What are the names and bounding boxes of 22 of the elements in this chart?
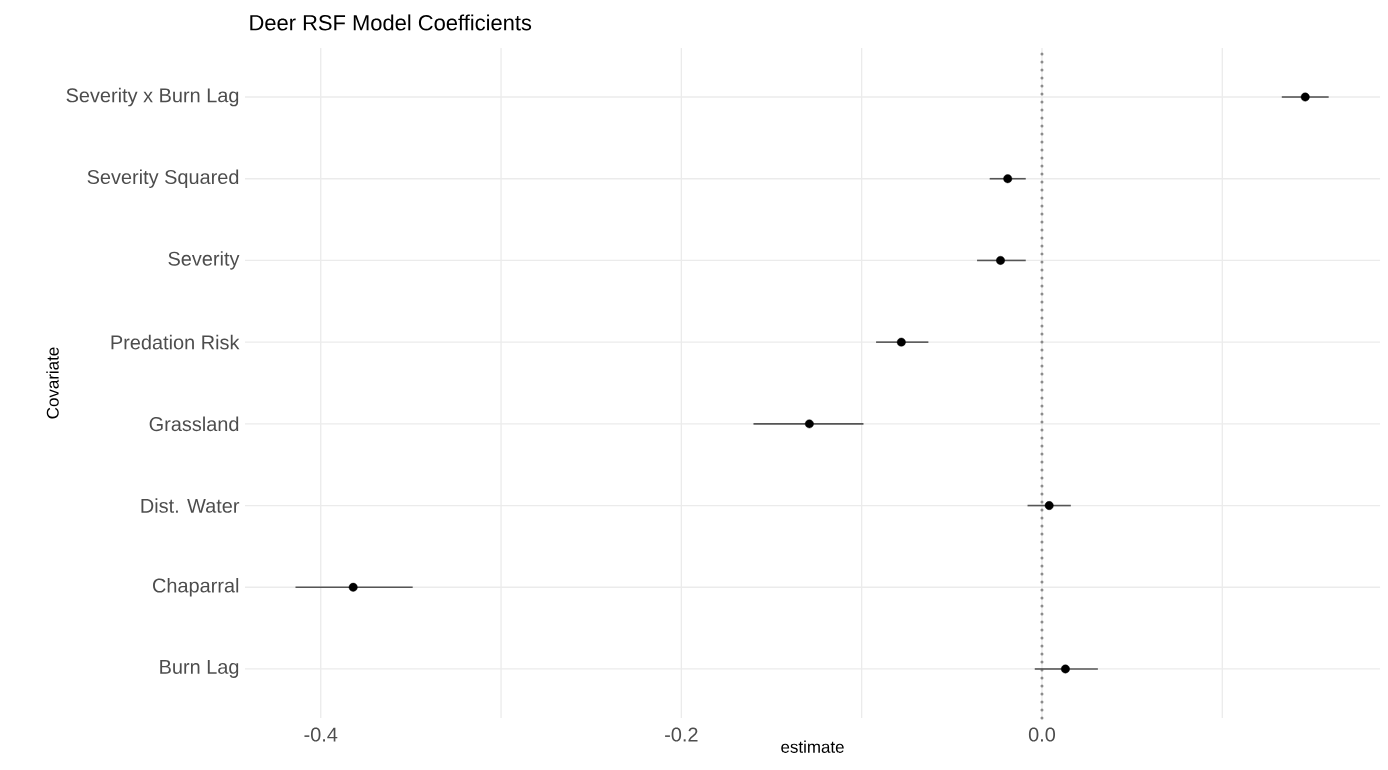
x-tick-label: 0.0	[1028, 727, 1056, 742]
y-tick-label: Grassland	[149, 416, 239, 432]
point	[996, 256, 1005, 265]
point	[1300, 92, 1310, 102]
chart-title: Deer RSF Model Coefficients	[250, 14, 532, 31]
y-tick-label: Severity Squared	[87, 169, 239, 189]
y-tick-label: Dist. Water	[141, 498, 240, 513]
point	[896, 337, 906, 347]
x-tick-label: -0.2	[665, 727, 698, 742]
y-axis-title: Covariate	[46, 347, 59, 419]
y-tick-label: Predation Risk	[111, 334, 240, 350]
x-tick-label: -0.4	[304, 727, 338, 742]
y-tick-label: Severity	[168, 251, 240, 270]
point	[1003, 174, 1013, 184]
point	[1061, 664, 1070, 674]
y-tick-label: Severity x Burn Lag	[66, 87, 239, 107]
point	[348, 582, 358, 592]
x-axis-title: estimate	[781, 740, 844, 753]
y-tick-label: Chaparral	[153, 577, 239, 597]
y-tick-label: Burn Lag	[160, 660, 239, 678]
point	[804, 419, 814, 429]
point	[1044, 501, 1054, 510]
